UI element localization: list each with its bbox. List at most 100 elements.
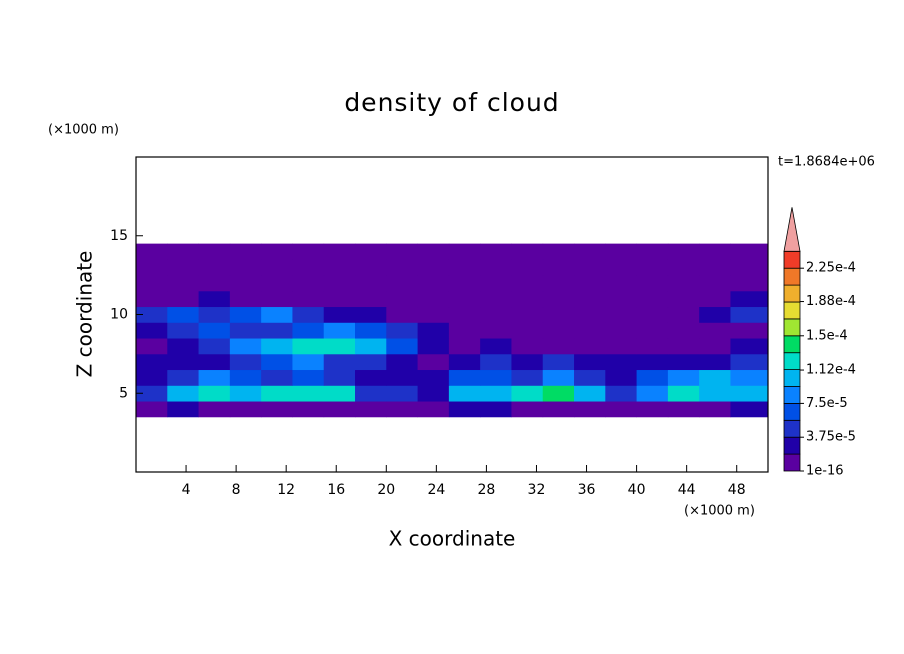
field-cell — [480, 369, 512, 386]
field-cell — [198, 369, 231, 386]
field-cell — [699, 259, 731, 276]
field-cell — [198, 275, 231, 292]
field-cell — [136, 338, 168, 355]
field-cell — [167, 306, 199, 323]
annotation: t=1.8684e+06 — [778, 155, 875, 170]
field-cell — [136, 275, 168, 292]
field-cell — [511, 353, 544, 371]
field-cell — [730, 401, 769, 418]
field-cell — [229, 243, 262, 260]
x-tick-label: 44 — [678, 482, 696, 498]
field-cell — [667, 322, 700, 339]
field-cell — [261, 259, 293, 276]
field-cell — [574, 275, 606, 292]
field-cell — [323, 385, 356, 402]
field-cell — [386, 322, 418, 339]
field-cell — [480, 338, 512, 355]
field-cell — [636, 259, 669, 276]
field-cell — [636, 275, 669, 292]
field-cell — [261, 369, 293, 386]
field-cell — [605, 385, 637, 402]
y-tick-label: 5 — [119, 385, 128, 401]
field — [136, 243, 769, 418]
field-cell — [417, 401, 450, 418]
field-cell — [636, 338, 669, 355]
field-cell — [667, 369, 700, 386]
field-cell — [261, 353, 293, 371]
field-cell — [417, 306, 450, 323]
colorbar-box — [783, 369, 801, 387]
field-cell — [636, 290, 669, 308]
colorbar-box — [783, 436, 801, 455]
field-cell — [448, 306, 481, 323]
field-cell — [730, 385, 769, 402]
field-cell — [699, 385, 731, 402]
field-cell — [417, 369, 450, 386]
field-cell — [355, 306, 387, 323]
field-cell — [198, 353, 231, 371]
field-cell — [292, 290, 325, 308]
field-cell — [542, 385, 575, 402]
field-cell — [417, 259, 450, 276]
field-cell — [417, 353, 450, 371]
x-tick-label: 36 — [578, 482, 596, 498]
field-cell — [574, 401, 606, 418]
field-cell — [417, 385, 450, 402]
field-cell — [667, 385, 700, 402]
x-tick-label: 20 — [377, 482, 395, 498]
field-cell — [511, 338, 544, 355]
field-cell — [574, 322, 606, 339]
field-cell — [480, 275, 512, 292]
field-cell — [542, 322, 575, 339]
field-cell — [136, 322, 168, 339]
field-cell — [605, 290, 637, 308]
field-cell — [730, 322, 769, 339]
field-cell — [667, 338, 700, 355]
field-cell — [511, 306, 544, 323]
field-cell — [292, 259, 325, 276]
field-cell — [136, 385, 168, 402]
field-cell — [730, 306, 769, 323]
field-cell — [667, 243, 700, 260]
field-cell — [386, 259, 418, 276]
colorbar-label: 1.12e-4 — [806, 363, 856, 378]
field-cell — [448, 290, 481, 308]
field-cell — [605, 275, 637, 292]
field-cell — [229, 275, 262, 292]
field-cell — [167, 275, 199, 292]
x-tick-label: 12 — [277, 482, 295, 498]
field-cell — [730, 369, 769, 386]
field-cell — [229, 322, 262, 339]
y-unit: (×1000 m) — [48, 123, 119, 138]
field-cell — [417, 290, 450, 308]
field-cell — [417, 338, 450, 355]
colorbar-over — [783, 207, 801, 252]
field-cell — [667, 259, 700, 276]
field-cell — [699, 306, 731, 323]
field-cell — [323, 243, 356, 260]
field-cell — [542, 259, 575, 276]
field-cell — [229, 338, 262, 355]
field-cell — [167, 385, 199, 402]
field-cell — [261, 243, 293, 260]
field-cell — [636, 306, 669, 323]
field-cell — [198, 306, 231, 323]
field-cell — [448, 353, 481, 371]
field-cell — [386, 353, 418, 371]
colorbar-label: 7.5e-5 — [806, 396, 848, 411]
field-cell — [229, 290, 262, 308]
colorbar-label: 3.75e-5 — [806, 430, 856, 445]
field-cell — [198, 322, 231, 339]
field-cell — [480, 322, 512, 339]
field-cell — [292, 353, 325, 371]
field-cell — [136, 290, 168, 308]
y-tick-label: 15 — [110, 228, 128, 244]
field-cell — [542, 290, 575, 308]
field-cell — [448, 385, 481, 402]
field-cell — [292, 338, 325, 355]
field-cell — [574, 385, 606, 402]
field-cell — [448, 401, 481, 418]
field-cell — [636, 243, 669, 260]
field-cell — [667, 275, 700, 292]
field-cell — [417, 243, 450, 260]
